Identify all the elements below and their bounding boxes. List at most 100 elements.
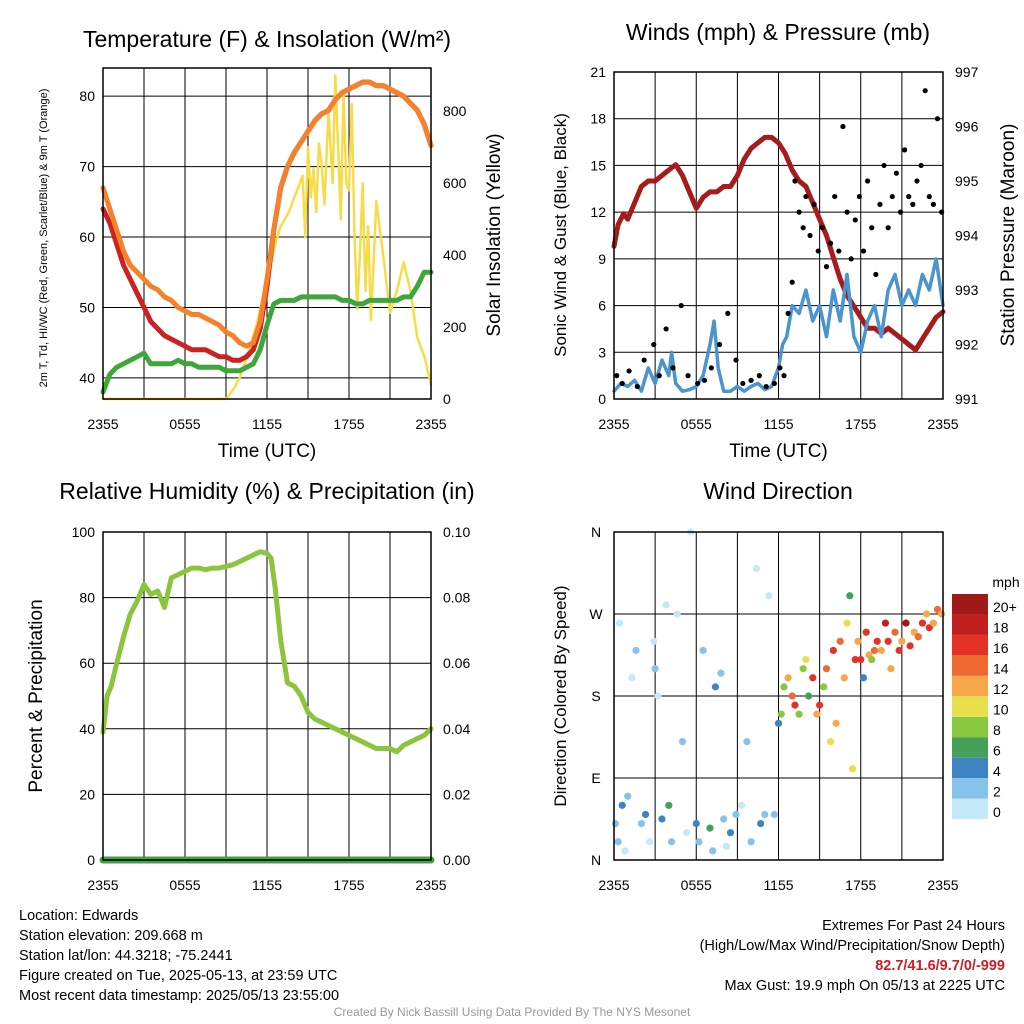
gust-point [836, 248, 842, 254]
gust-point [619, 380, 625, 387]
gust-point [827, 240, 834, 246]
y-tick-label: 60 [79, 229, 95, 245]
direction-point [641, 810, 650, 819]
direction-point [851, 655, 859, 664]
direction-point [895, 646, 903, 655]
direction-point [922, 610, 931, 618]
direction-point [752, 564, 761, 573]
colorbar-swatch [952, 655, 988, 676]
gust-point [815, 248, 821, 254]
gust-point [641, 357, 647, 363]
direction-point [717, 669, 725, 677]
direction-point [870, 646, 879, 655]
gust-point [930, 201, 937, 207]
gust-point [865, 178, 871, 184]
gust-point [885, 225, 891, 231]
direction-point [862, 628, 870, 636]
colorbar-swatch [952, 778, 988, 799]
direction-point [802, 655, 810, 664]
direction-point [658, 815, 666, 823]
direction-point [805, 692, 813, 700]
y2-axis-label: Solar Insolation (Yellow) [484, 133, 505, 336]
colorbar-label: 8 [993, 722, 1001, 738]
direction-point [784, 674, 792, 682]
colorbar-label: 16 [993, 640, 1009, 656]
gust-point [756, 373, 762, 379]
gust-point [889, 193, 895, 200]
gust-point [906, 193, 912, 200]
colorbar-label: 2 [993, 783, 1001, 799]
panel-rh: Relative Humidity (%) & Precipitation (i… [26, 478, 475, 893]
colorbar-swatch [952, 757, 988, 779]
gust-point [614, 373, 620, 379]
x-tick-label: 0555 [681, 416, 712, 432]
y2-tick-label: 991 [955, 391, 979, 407]
y-tick-label: 20 [79, 786, 95, 802]
direction-point [650, 637, 658, 645]
y-tick-label: 0 [598, 391, 606, 407]
gust-point [777, 365, 783, 371]
direction-point [791, 701, 799, 709]
info-created: Figure created on Tue, 2025-05-13, at 23… [19, 968, 338, 984]
y-tick-label: 18 [590, 111, 606, 127]
direction-point [722, 842, 731, 850]
gust-point [781, 373, 787, 379]
direction-point [854, 637, 862, 645]
gust-point [832, 193, 838, 200]
y2-tick-label: 993 [955, 282, 979, 298]
x-tick-label: 1755 [845, 877, 876, 893]
gust-point [663, 326, 669, 332]
direction-point [637, 819, 646, 828]
series-hiwc [100, 79, 434, 349]
y-tick-label: 100 [72, 524, 96, 540]
panel-wind: Winds (mph) & Pressure (mb) 2355 0555 1155 1… [551, 19, 1019, 462]
x-tick-label: 1755 [333, 416, 364, 432]
gust-point [856, 193, 862, 200]
direction-point [761, 810, 769, 819]
extremes-header: Extremes For Past 24 Hours [822, 918, 1005, 934]
direction-point [918, 619, 927, 627]
direction-point [732, 810, 740, 819]
gust-point [918, 162, 924, 169]
extremes-gust: Max Gust: 19.9 mph On 05/13 at 2225 UTC [724, 978, 1005, 994]
direction-point [840, 674, 848, 682]
direction-point [654, 692, 662, 700]
direction-point [646, 838, 654, 846]
y2-tick-label: 200 [443, 319, 467, 335]
direction-point [929, 619, 938, 627]
direction-point [826, 737, 835, 746]
y-tick-label: 15 [590, 157, 606, 173]
gust-point [902, 147, 908, 153]
y2-tick-label: 600 [443, 175, 467, 191]
colorbar-swatch [952, 696, 988, 717]
gust-point [844, 209, 850, 215]
gust-point [789, 279, 795, 285]
x-tick-label: 2355 [87, 416, 118, 432]
x-axis-label: Time (UTC) [218, 441, 317, 462]
plot-border [102, 67, 432, 400]
gust-point [771, 380, 777, 387]
gust-point [860, 248, 867, 254]
info-timestamp: Most recent data timestamp: 2025/05/13 2… [19, 988, 340, 1004]
direction-point [843, 619, 851, 627]
x-tick-label: 2355 [927, 877, 958, 893]
gust-point [848, 256, 854, 262]
direction-point [877, 646, 885, 655]
direction-point [836, 637, 844, 645]
y-axis-label: 2m T, Td, HI/WC (Red, Green, Scarlet/Blu… [38, 89, 50, 388]
direction-point [799, 665, 807, 673]
x-tick-label: 0555 [169, 877, 200, 893]
direction-point [816, 701, 824, 709]
direction-point [615, 619, 624, 627]
colorbar-swatch [952, 798, 988, 819]
direction-point [743, 737, 751, 746]
direction-point [829, 646, 837, 655]
credit-line: Created By Nick Bassill Using Data Provi… [333, 1005, 691, 1019]
direction-point [868, 655, 876, 664]
direction-point [667, 838, 676, 846]
panel-temp: Temperature (F) & Insolation (W/m²) 2355 0… [38, 26, 505, 462]
direction-point [662, 601, 670, 609]
direction-point [683, 829, 691, 837]
gust-point [877, 201, 883, 207]
